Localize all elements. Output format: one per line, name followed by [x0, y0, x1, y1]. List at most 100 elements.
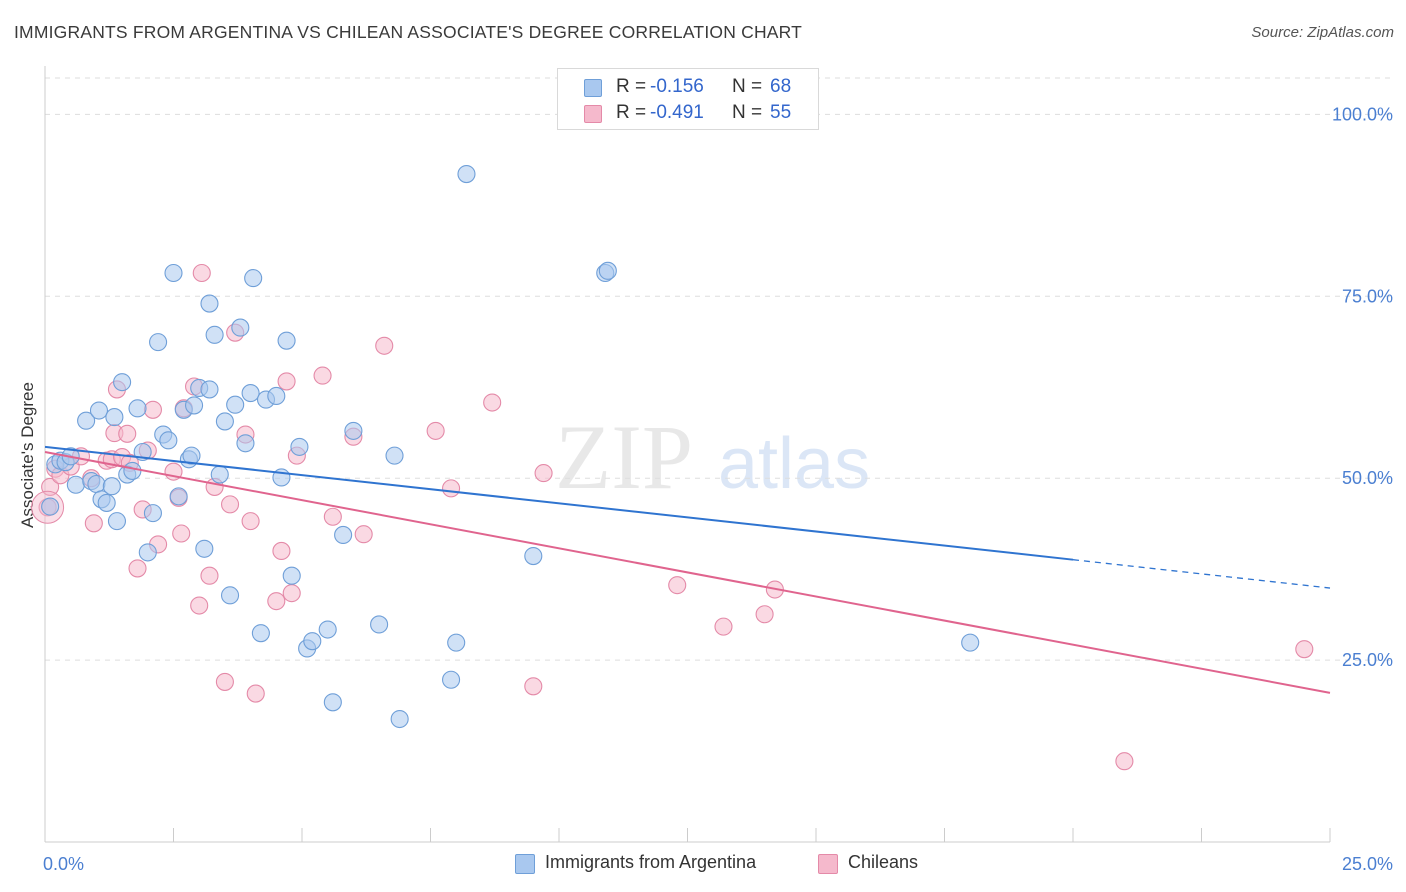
- argentina-point: [200, 380, 219, 399]
- chileans-point: [313, 366, 332, 385]
- argentina-point: [318, 620, 337, 639]
- legend-n-label: N =: [732, 76, 763, 97]
- axes: [44, 66, 1331, 843]
- legend-swatch-chileans: [584, 105, 602, 123]
- argentina-point: [159, 431, 178, 450]
- chileans-point: [1295, 640, 1314, 659]
- argentina-point: [164, 263, 183, 283]
- chileans-point: [354, 525, 373, 544]
- argentina-point: [961, 633, 980, 652]
- argentina-point: [123, 461, 142, 480]
- argentina-point: [241, 384, 260, 403]
- chileans-point: [755, 605, 774, 624]
- legend-swatch-argentina: [584, 79, 602, 97]
- bottom-legend-label: Immigrants from Argentina: [545, 852, 757, 872]
- chileans-point: [190, 596, 209, 615]
- x-tick-label: 0.0%: [43, 854, 84, 874]
- bottom-legend-swatch-argentina: [515, 854, 535, 874]
- chileans-point: [323, 507, 342, 526]
- argentina-point: [77, 411, 96, 430]
- chileans-point: [84, 514, 103, 533]
- argentina-point: [267, 386, 286, 406]
- legend-r-label: R =: [616, 102, 647, 123]
- argentina-point: [282, 566, 301, 585]
- argentina-point: [277, 331, 296, 350]
- argentina-point: [169, 487, 188, 506]
- chileans-points: [31, 263, 1314, 771]
- argentina-point: [215, 412, 234, 431]
- argentina-point: [251, 624, 270, 643]
- y-tick-label: 25.0%: [1342, 650, 1393, 670]
- grid-lines: [45, 77, 1395, 661]
- argentina-point: [598, 261, 617, 280]
- bottom-legend-swatch-chileans: [818, 854, 838, 874]
- argentina-trend-line: [44, 445, 1074, 561]
- watermark-atlas: atlas: [718, 424, 870, 504]
- argentina-point: [231, 318, 250, 337]
- chileans-point: [200, 566, 219, 585]
- source-note: Source: ZipAtlas.com: [1251, 24, 1394, 41]
- chileans-point: [714, 617, 733, 636]
- chileans-point: [534, 464, 553, 483]
- chileans-point: [220, 495, 240, 514]
- x-tick-label: 25.0%: [1342, 854, 1393, 874]
- chileans-point: [118, 424, 137, 443]
- argentina-point: [303, 632, 322, 651]
- argentina-point: [457, 164, 476, 184]
- argentina-point: [205, 325, 224, 344]
- argentina-point: [107, 512, 127, 531]
- source-prefix: Source:: [1251, 24, 1308, 41]
- chileans-point: [128, 559, 147, 578]
- chileans-point: [192, 263, 211, 283]
- argentina-point: [370, 615, 389, 634]
- legend-n-value: 55: [770, 102, 792, 123]
- chileans-point: [267, 592, 286, 611]
- chileans-point: [668, 576, 687, 595]
- legend-r-label: R =: [616, 76, 647, 97]
- chileans-point: [426, 421, 445, 440]
- tick-labels: 25.0% 50.0% 75.0% 100.0% 0.0% 25.0%: [43, 104, 1393, 874]
- argentina-point: [113, 373, 132, 392]
- argentina-point: [149, 333, 168, 352]
- argentina-point: [182, 446, 201, 465]
- argentina-point: [97, 493, 116, 512]
- legend-r-value: -0.491: [650, 102, 704, 123]
- argentina-point: [334, 525, 353, 544]
- argentina-point: [344, 421, 363, 440]
- chileans-point: [143, 400, 162, 419]
- argentina-point: [236, 434, 255, 453]
- chileans-point: [483, 393, 502, 412]
- y-tick-label: 100.0%: [1332, 104, 1393, 124]
- chileans-point: [215, 672, 234, 691]
- source-value[interactable]: ZipAtlas.com: [1307, 24, 1394, 41]
- argentina-point: [244, 269, 263, 288]
- argentina-point: [390, 709, 409, 729]
- chileans-point: [1115, 752, 1134, 771]
- bottom-legend-label: Chileans: [848, 852, 919, 872]
- correlation-legend: R = -0.156 N = 68 R = -0.491 N = 55: [557, 68, 819, 130]
- argentina-point: [105, 408, 124, 427]
- argentina-trend-extension: [1072, 559, 1331, 589]
- chart-title: IMMIGRANTS FROM ARGENTINA VS CHILEAN ASS…: [14, 22, 803, 42]
- argentina-point: [87, 474, 106, 494]
- chileans-point: [246, 684, 265, 703]
- legend-n-label: N =: [732, 102, 763, 123]
- argentina-point: [385, 446, 404, 465]
- chileans-point: [524, 677, 543, 696]
- chileans-point: [241, 512, 260, 531]
- y-tick-label: 75.0%: [1342, 286, 1393, 306]
- watermark-zip: ZIP: [555, 406, 693, 508]
- trend-lines: [44, 445, 1331, 694]
- chileans-point: [282, 584, 301, 603]
- argentina-point: [210, 465, 229, 484]
- argentina-point: [220, 586, 240, 605]
- legend-n-value: 68: [770, 76, 792, 97]
- chileans-point: [277, 372, 296, 391]
- chileans-trend-line: [44, 451, 1331, 694]
- argentina-point: [66, 475, 85, 494]
- legend-r-value: -0.156: [650, 76, 704, 97]
- argentina-point: [89, 401, 109, 420]
- chileans-point: [172, 524, 191, 543]
- argentina-point: [226, 395, 245, 414]
